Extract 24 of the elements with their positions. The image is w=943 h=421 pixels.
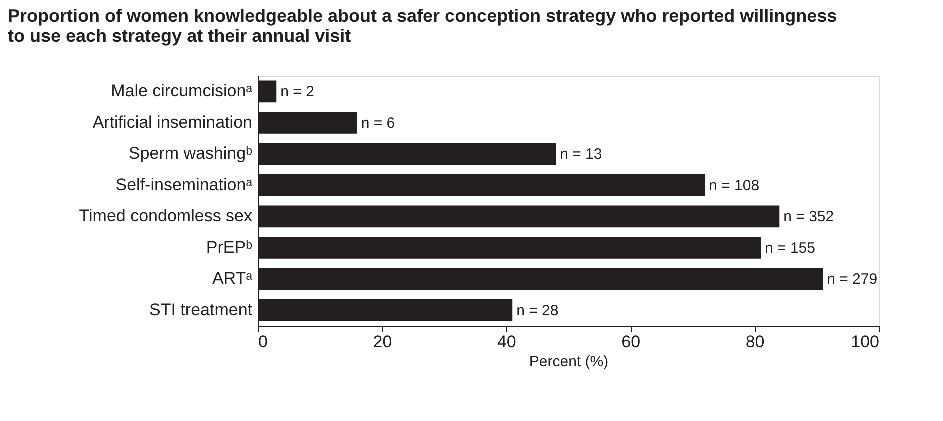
x-axis-title: Percent (%) <box>529 354 609 370</box>
annotation: n = 155 <box>765 240 816 257</box>
chart-title: Proportion of women knowledgeable about a safer conception strategy who reported willingness to use each strategy at their annual visit <box>8 6 838 46</box>
annotation: n = 2 <box>280 84 314 101</box>
y-tick-label: Timed condomless sex <box>79 206 253 226</box>
x-tick-label: 0 <box>258 332 268 352</box>
y-tick-label: Male circumcisionᵃ <box>111 82 254 101</box>
annotation: n = 28 <box>516 302 559 320</box>
x-tick-label: 60 <box>622 332 641 352</box>
annotation: n = 279 <box>827 271 878 288</box>
x-tick-label: 20 <box>373 332 392 352</box>
x-tick-label: 40 <box>497 332 516 352</box>
y-tick-label: ARTᵃ <box>212 269 254 288</box>
annotation: n = 6 <box>361 114 396 132</box>
y-tick-label: PrEPᵇ <box>206 238 252 257</box>
y-tick-label: Self-inseminationᵃ <box>116 175 254 194</box>
x-tick-label: 80 <box>746 332 765 352</box>
x-tick-label: 100 <box>851 332 880 352</box>
y-tick-label: Sperm washingᵇ <box>128 144 252 164</box>
annotation: n = 108 <box>709 177 760 194</box>
annotation: n = 352 <box>784 208 834 226</box>
annotation: n = 13 <box>560 146 602 164</box>
y-tick-label: Artificial insemination <box>92 112 252 132</box>
y-tick-label: STI treatment <box>150 300 253 320</box>
